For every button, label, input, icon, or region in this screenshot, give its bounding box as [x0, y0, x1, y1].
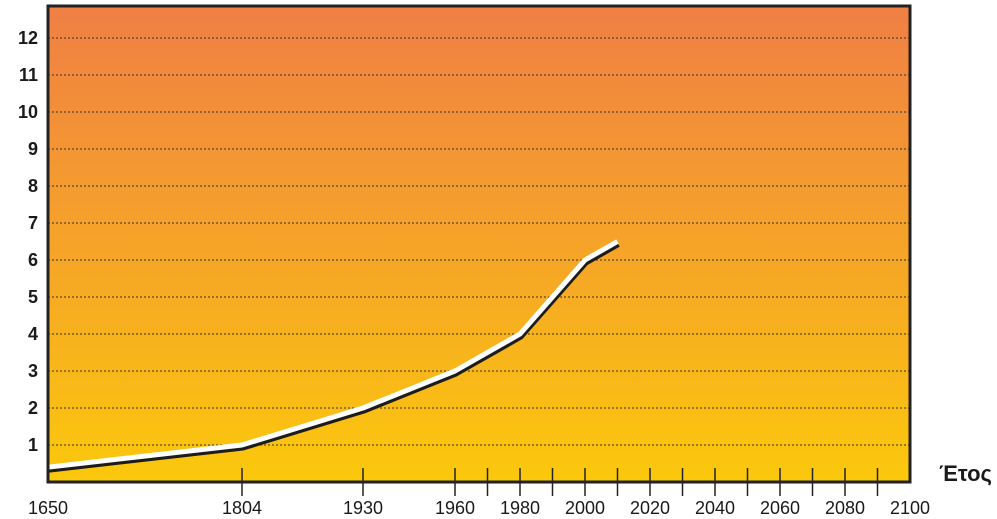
y-tick-label-1: 1 — [28, 435, 38, 455]
y-tick-label-3: 3 — [28, 361, 38, 381]
x-tick-label-1650: 1650 — [28, 498, 68, 518]
x-tick-label-2000: 2000 — [565, 498, 605, 518]
y-tick-label-9: 9 — [28, 139, 38, 159]
x-tick-label-1930: 1930 — [343, 498, 383, 518]
y-tick-label-7: 7 — [28, 213, 38, 233]
y-tick-label-10: 10 — [18, 102, 38, 122]
y-tick-label-5: 5 — [28, 287, 38, 307]
x-tick-label-2060: 2060 — [760, 498, 800, 518]
x-tick-label-2020: 2020 — [630, 498, 670, 518]
y-tick-label-6: 6 — [28, 250, 38, 270]
y-tick-label-8: 8 — [28, 176, 38, 196]
y-tick-label-4: 4 — [28, 324, 38, 344]
x-tick-label-1804: 1804 — [222, 498, 262, 518]
plot-area — [48, 6, 910, 482]
x-tick-label-2040: 2040 — [695, 498, 735, 518]
x-axis-label: Έτος — [939, 461, 992, 486]
y-tick-label-2: 2 — [28, 398, 38, 418]
y-tick-label-12: 12 — [18, 28, 38, 48]
x-tick-label-2100: 2100 — [890, 498, 930, 518]
x-axis: 1650 1804 1930 1960 1980 2000 2020 2040 2060 2080… — [28, 468, 930, 518]
y-tick-label-11: 11 — [19, 65, 38, 85]
plot-border — [46, 4, 912, 484]
x-tick-label-1980: 1980 — [500, 498, 540, 518]
x-tick-label-1960: 1960 — [435, 498, 475, 518]
x-tick-label-2080: 2080 — [825, 498, 865, 518]
series-line-shadow-0 — [48, 242, 620, 473]
